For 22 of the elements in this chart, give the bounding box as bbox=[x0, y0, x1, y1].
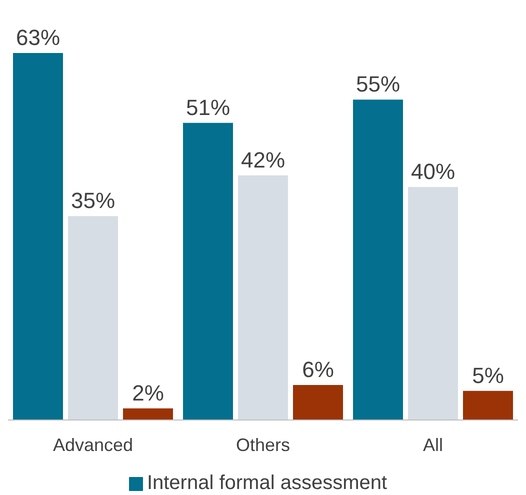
data-label: 51% bbox=[186, 94, 230, 120]
x-tick-label: Others bbox=[236, 434, 290, 455]
bar bbox=[463, 390, 513, 420]
data-label: 63% bbox=[16, 25, 60, 50]
data-label: 55% bbox=[356, 72, 400, 97]
bar bbox=[183, 122, 233, 420]
data-label: 2% bbox=[132, 380, 164, 406]
bar bbox=[408, 186, 458, 420]
bar bbox=[293, 385, 343, 420]
bar bbox=[238, 175, 288, 420]
bar bbox=[123, 408, 173, 420]
data-label: 35% bbox=[70, 188, 116, 214]
bar bbox=[68, 216, 118, 420]
data-label: 5% bbox=[472, 362, 504, 388]
data-label: 42% bbox=[240, 147, 286, 172]
data-label: 40% bbox=[410, 158, 456, 184]
data-label: 6% bbox=[302, 357, 334, 382]
bar bbox=[13, 53, 63, 420]
x-tick-label: Advanced bbox=[52, 434, 134, 455]
bar bbox=[353, 100, 403, 420]
x-tick-label: All bbox=[422, 434, 444, 455]
legend-label: Internal formal assessment bbox=[146, 472, 388, 494]
